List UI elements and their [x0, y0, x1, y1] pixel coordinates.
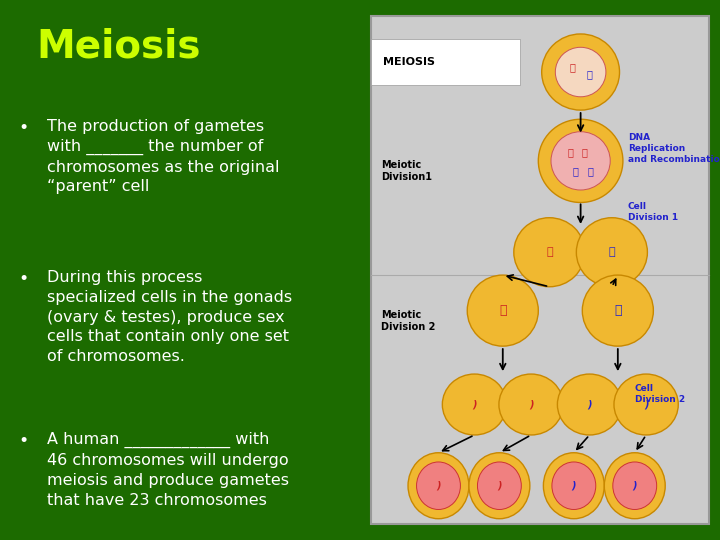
Text: ): ): [472, 400, 477, 409]
Text: ): ): [436, 481, 441, 491]
Ellipse shape: [613, 462, 657, 509]
Text: DNA
Replication
and Recombination: DNA Replication and Recombination: [628, 133, 720, 164]
Ellipse shape: [544, 453, 604, 519]
Ellipse shape: [442, 374, 507, 435]
Text: ): ): [588, 400, 592, 409]
Text: ): ): [497, 481, 502, 491]
Text: MEIOSIS: MEIOSIS: [383, 57, 435, 67]
Ellipse shape: [514, 218, 585, 287]
Text: 𝄈: 𝄈: [499, 304, 507, 317]
Text: 𝄈: 𝄈: [581, 147, 587, 157]
Text: •: •: [18, 119, 28, 137]
Ellipse shape: [551, 132, 611, 190]
Text: 𝄈: 𝄈: [567, 147, 573, 157]
Ellipse shape: [408, 453, 469, 519]
Text: Meiotic
Division1: Meiotic Division1: [381, 160, 432, 182]
Text: Meiosis: Meiosis: [36, 27, 200, 65]
Ellipse shape: [467, 275, 539, 346]
Text: Meiotic
Division 2: Meiotic Division 2: [381, 309, 436, 332]
Text: Cell
Division 1: Cell Division 1: [628, 201, 678, 222]
Text: ): ): [632, 481, 637, 491]
Text: ): ): [644, 400, 649, 409]
Text: Cell
Division 2: Cell Division 2: [635, 384, 685, 404]
Ellipse shape: [555, 48, 606, 97]
Text: 𝄈: 𝄈: [546, 247, 553, 257]
Text: 𝄈: 𝄈: [588, 166, 594, 176]
Ellipse shape: [614, 374, 678, 435]
FancyBboxPatch shape: [371, 16, 709, 524]
Ellipse shape: [477, 462, 521, 509]
Text: ): ): [528, 400, 534, 409]
Text: 𝄈: 𝄈: [614, 304, 621, 317]
Ellipse shape: [582, 275, 653, 346]
Text: •: •: [18, 270, 28, 288]
Ellipse shape: [541, 34, 619, 110]
Ellipse shape: [604, 453, 665, 519]
Ellipse shape: [557, 374, 621, 435]
Ellipse shape: [499, 374, 563, 435]
Ellipse shape: [539, 119, 623, 202]
Ellipse shape: [576, 218, 647, 287]
FancyBboxPatch shape: [371, 39, 520, 85]
Text: During this process
specialized cells in the gonads
(ovary & testes), produce se: During this process specialized cells in…: [47, 270, 292, 364]
Text: 𝄈: 𝄈: [608, 247, 615, 257]
Text: The production of gametes
with _______ the number of
chromosomes as the original: The production of gametes with _______ t…: [47, 119, 279, 194]
Text: A human _____________ with
46 chromosomes will undergo
meiosis and produce gamet: A human _____________ with 46 chromosome…: [47, 432, 289, 508]
Ellipse shape: [417, 462, 460, 509]
Text: 𝄈: 𝄈: [570, 62, 575, 72]
Ellipse shape: [552, 462, 595, 509]
Text: 𝄈: 𝄈: [586, 70, 592, 79]
Text: ): ): [572, 481, 576, 491]
Text: •: •: [18, 432, 28, 450]
Ellipse shape: [469, 453, 530, 519]
Text: 𝄈: 𝄈: [572, 166, 578, 176]
